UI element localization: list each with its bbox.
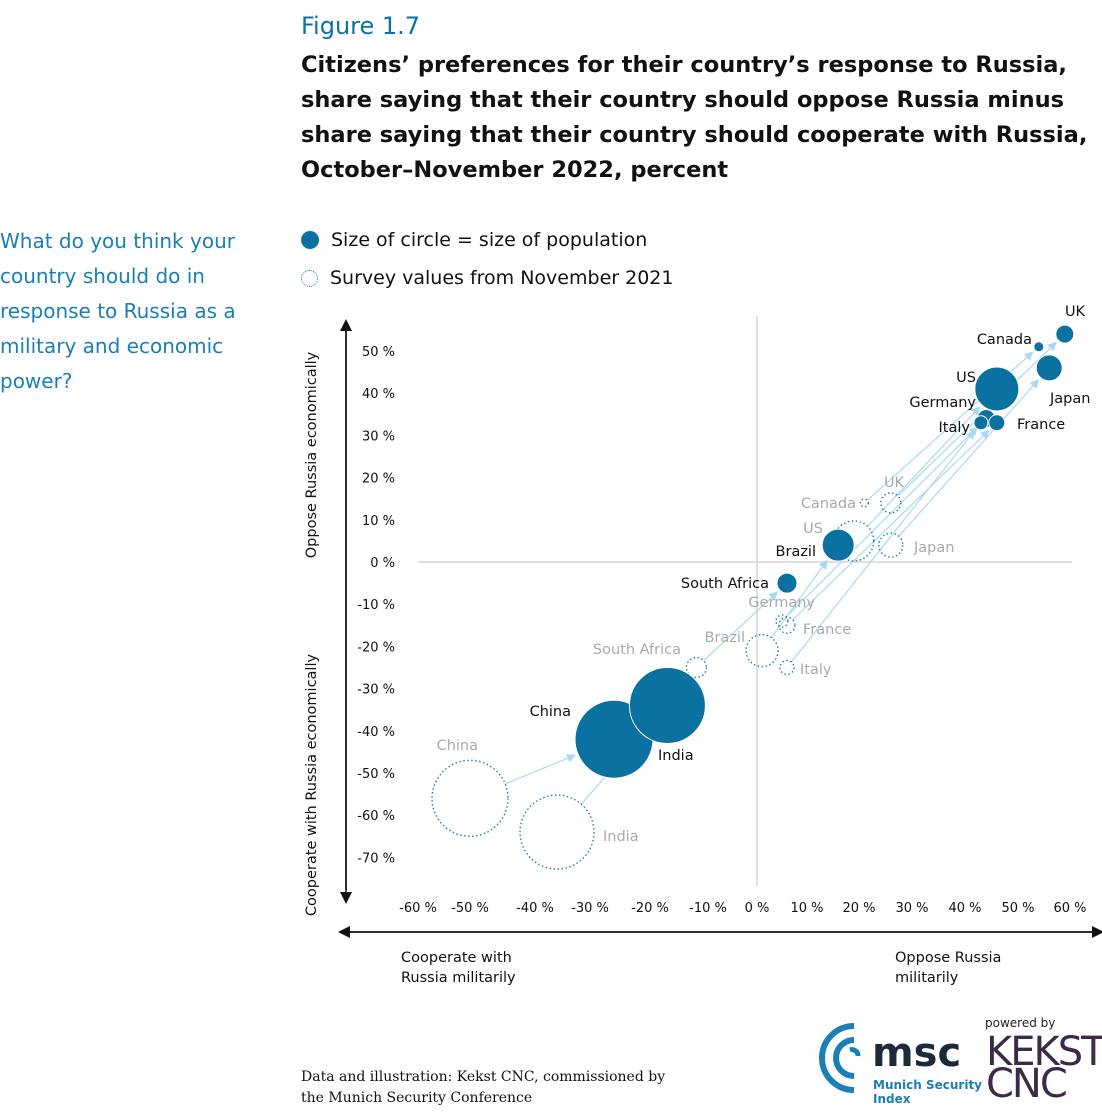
x-tick-label: -20 % [631,901,669,916]
x-tick-label: 50 % [1001,901,1034,916]
y-tick-label: 0 % [370,556,395,571]
change-arrow [703,591,779,662]
point-brazil [821,528,855,562]
x-tick-label: -50 % [451,901,489,916]
y-tick-label: -10 % [357,598,395,613]
past-point-china [431,759,509,838]
y-tick-label: -40 % [357,725,395,740]
x-label-left: Cooperate with Russia militarily [401,950,516,986]
point-label: India [658,748,694,764]
legend-dotted-label: Survey values from November 2021 [330,267,674,289]
point-label: Germany [909,395,976,411]
change-arrow [504,754,576,785]
x-tick-label: 30 % [895,901,928,916]
past-point-brazil [745,633,779,668]
past-label: Germany [748,595,815,611]
y-tick-label: 50 % [362,345,395,360]
point-label: France [1017,417,1065,433]
point-france [988,414,1006,432]
past-point-canada [859,498,869,508]
past-label: UK [884,475,905,491]
point-italy [973,415,989,431]
point-india [628,666,706,744]
x-tick-label: 40 % [948,901,981,916]
x-tick-label: 20 % [842,901,875,916]
point-label: Canada [977,332,1032,348]
past-point-japan [878,532,904,558]
x-tick-label: 60 % [1053,901,1086,916]
past-label: US [803,521,823,537]
past-label: France [803,622,851,638]
point-label: Italy [939,420,971,436]
figure-number: Figure 1.7 [301,12,421,40]
past-point-uk [880,492,902,514]
y-tick-label: -50 % [357,767,395,782]
y-tick-label: -30 % [357,683,395,698]
kekst-logo: KEKST CNC [986,1029,1102,1107]
x-tick-label: -10 % [689,901,727,916]
point-label: UK [1065,304,1086,320]
figure-title: Citizens’ preferences for their country’… [301,52,1088,183]
past-point-italy [779,659,795,676]
x-tick-label: -40 % [516,901,554,916]
past-label: India [603,829,639,845]
past-point-france [778,616,796,634]
change-arrow [785,426,979,618]
msc-logo-text: msc [872,1030,962,1076]
point-label: US [956,370,976,386]
source-note: Data and illustration: Kekst CNC, commis… [301,1069,666,1106]
point-label: China [530,704,571,720]
y-label-top: Oppose Russia economically [304,351,320,558]
past-point-germany [775,614,789,628]
powered-by: powered by [985,1016,1056,1030]
change-arrow [770,559,828,639]
y-tick-label: -70 % [357,851,395,866]
past-point-us [833,520,875,562]
y-tick-label: 30 % [362,429,395,444]
point-label: Japan [1049,391,1090,407]
legend-dotted: Survey values from November 2021 [301,267,673,289]
change-arrow [867,406,981,527]
past-label: Canada [801,496,856,512]
change-arrow [790,429,976,663]
past-label: China [437,738,478,754]
past-label: South Africa [593,642,681,658]
point-uk [1055,324,1075,344]
x-tick-label: -30 % [571,901,609,916]
y-label-bottom: Cooperate with Russia economically [304,654,320,917]
msc-logo-sub: Munich Security Index [873,1078,983,1106]
point-us [974,366,1020,412]
change-arrow [898,379,1040,537]
legend-filled-label: Size of circle = size of population [331,229,648,251]
y-tick-label: -60 % [357,809,395,824]
x-tick-label: 10 % [790,901,823,916]
point-south-africa [776,572,798,594]
past-label: Brazil [705,630,745,646]
y-tick-label: 20 % [362,472,395,487]
y-tick-label: -20 % [357,640,395,655]
past-point-india [519,794,595,870]
msc-logo-mark [819,1023,861,1093]
dotted-circle-icon [301,269,318,287]
y-tick-label: 10 % [362,514,395,529]
legend-filled: Size of circle = size of population [301,229,647,251]
side-question: What do you think your country should do… [0,229,236,393]
x-tick-label: 0 % [745,901,770,916]
point-label: South Africa [681,576,769,592]
past-point-south-africa [685,656,708,679]
point-japan [1035,354,1063,382]
past-label: Italy [800,662,832,678]
filled-circle-icon [301,231,319,249]
y-tick-label: 40 % [362,387,395,402]
x-label-right: Oppose Russia militarily [895,950,1002,986]
change-arrow [792,429,990,621]
past-label: Japan [913,540,954,556]
point-label: Brazil [776,544,816,560]
x-tick-label: -60 % [399,901,437,916]
point-canada [1033,341,1045,353]
